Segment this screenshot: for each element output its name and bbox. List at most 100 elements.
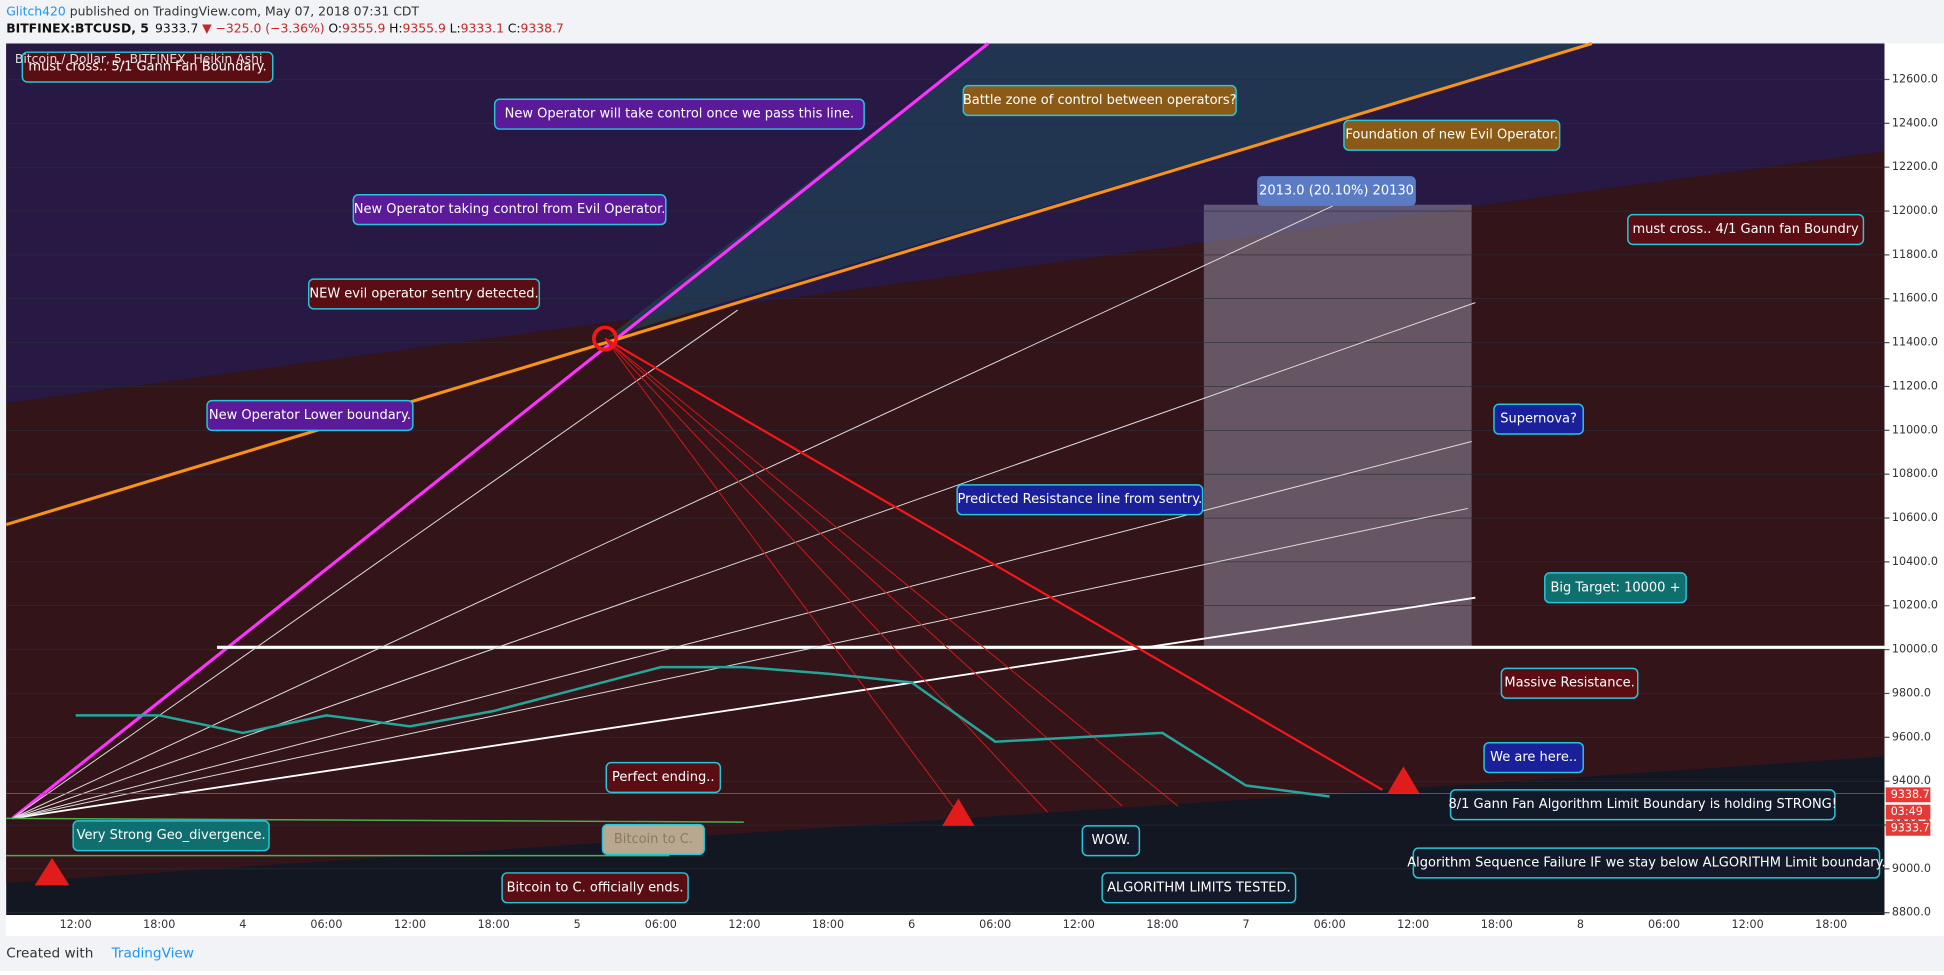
annotation-box bbox=[956, 484, 1204, 516]
y-tick-label: 11200.0 bbox=[1892, 379, 1938, 392]
y-tick-label: 10000.0 bbox=[1892, 643, 1938, 656]
x-tick-label: 6 bbox=[908, 918, 915, 931]
ohlc-label: O: bbox=[328, 20, 342, 35]
price-tag-box bbox=[1885, 820, 1931, 836]
annotation-box bbox=[1483, 742, 1584, 774]
annotation-box bbox=[1412, 847, 1881, 879]
annotation: New Operator Lower boundary. bbox=[209, 408, 411, 423]
x-tick-label: 12:00 bbox=[1732, 918, 1764, 931]
annotation: ALGORITHM LIMITS TESTED. bbox=[1107, 880, 1291, 895]
annotation-box bbox=[206, 399, 414, 432]
y-tick-label: 11600.0 bbox=[1892, 292, 1938, 305]
annotation-box bbox=[501, 872, 689, 904]
annotation-box bbox=[1343, 119, 1561, 151]
ohlc-label: C: bbox=[508, 20, 521, 35]
price-line bbox=[75, 665, 1330, 798]
annotation: Predicted Resistance line from sentry. bbox=[957, 492, 1202, 507]
annotation-box bbox=[21, 51, 274, 83]
time-axis bbox=[6, 915, 1885, 937]
y-tick-label: 11800.0 bbox=[1892, 248, 1938, 261]
x-tick-label: 06:00 bbox=[310, 918, 342, 931]
y-tick-label: 12200.0 bbox=[1892, 160, 1938, 173]
annotation: 2013.0 (20.10%) 20130 bbox=[1259, 184, 1414, 199]
price-tag-box bbox=[1885, 804, 1931, 820]
author[interactable]: Glitch420 bbox=[6, 3, 66, 18]
x-tick-label: 7 bbox=[1242, 918, 1249, 931]
y-tick-label: 10800.0 bbox=[1892, 467, 1938, 480]
annotation: New Operator taking control from Evil Op… bbox=[354, 202, 666, 217]
annotation-box bbox=[1449, 789, 1836, 821]
y-tick-label: 9000.0 bbox=[1892, 862, 1931, 875]
symbol: BITFINEX:BTCUSD, 5 bbox=[6, 20, 149, 35]
ohlc-value: 9333.1 bbox=[461, 20, 504, 35]
annotation: must cross.. 4/1 Gann fan Boundry bbox=[1632, 222, 1859, 237]
x-tick-label: 12:00 bbox=[60, 918, 92, 931]
annotation-box bbox=[493, 98, 865, 130]
y-tick-label: 12600.0 bbox=[1892, 72, 1938, 85]
y-tick-label: 9400.0 bbox=[1892, 774, 1931, 787]
x-tick-label: 18:00 bbox=[1815, 918, 1847, 931]
x-tick-label: 06:00 bbox=[979, 918, 1011, 931]
x-tick-label: 18:00 bbox=[812, 918, 844, 931]
annotation: Foundation of new Evil Operator. bbox=[1345, 128, 1558, 143]
annotation-box bbox=[601, 823, 705, 856]
y-tick-label: 10400.0 bbox=[1892, 555, 1938, 568]
x-tick-label: 12:00 bbox=[728, 918, 760, 931]
x-tick-label: 4 bbox=[239, 918, 246, 931]
x-tick-label: 06:00 bbox=[1648, 918, 1680, 931]
annotation-box bbox=[72, 820, 270, 852]
annotation: Battle zone of control between operators… bbox=[963, 93, 1237, 108]
y-tick-label: 11000.0 bbox=[1892, 423, 1938, 436]
annotation-box bbox=[307, 278, 541, 310]
annotation: Perfect ending.. bbox=[612, 770, 715, 785]
annotation: WOW. bbox=[1092, 833, 1131, 848]
annotation: Big Target: 10000 + bbox=[1550, 580, 1680, 595]
annotation: 8/1 Gann Fan Algorithm Limit Boundary is… bbox=[1448, 797, 1837, 812]
y-tick-label: 10200.0 bbox=[1892, 599, 1938, 612]
last-price: 9333.7 bbox=[155, 20, 198, 35]
x-tick-label: 5 bbox=[574, 918, 581, 931]
y-tick-label: 12400.0 bbox=[1892, 116, 1938, 129]
x-tick-label: 18:00 bbox=[143, 918, 175, 931]
annotation: NEW evil operator sentry detected. bbox=[309, 286, 538, 301]
annotation: Massive Resistance. bbox=[1504, 676, 1634, 691]
chart-title: Bitcoin / Dollar, 5, BITFINEX, Heikin As… bbox=[15, 51, 263, 66]
x-tick-label: 12:00 bbox=[1063, 918, 1095, 931]
ohlc-label: H: bbox=[389, 20, 402, 35]
annotation-box bbox=[1544, 572, 1687, 604]
change: ▼ −325.0 (−3.36%) bbox=[202, 20, 325, 35]
y-tick-label: 12000.0 bbox=[1892, 204, 1938, 217]
annotation-box bbox=[1493, 403, 1584, 435]
y-tick-label: 8800.0 bbox=[1892, 906, 1931, 919]
x-tick-label: 18:00 bbox=[1481, 918, 1513, 931]
x-tick-label: 06:00 bbox=[645, 918, 677, 931]
annotation-box bbox=[1627, 213, 1865, 246]
publish-line: Glitch420 published on TradingView.com, … bbox=[6, 3, 419, 18]
x-tick-label: 12:00 bbox=[1397, 918, 1429, 931]
price-tag: 03:49 bbox=[1891, 805, 1923, 818]
annotation: Very Strong Geo_divergence. bbox=[77, 828, 266, 843]
annotation: Bitcoin to C. bbox=[614, 832, 693, 847]
price-tag-box bbox=[1885, 787, 1931, 803]
annotation: New Operator will take control once we p… bbox=[505, 107, 854, 122]
x-tick-label: 18:00 bbox=[1146, 918, 1178, 931]
x-tick-label: 8 bbox=[1577, 918, 1584, 931]
ohlc-value: 9338.7 bbox=[521, 20, 564, 35]
y-tick-label: 11400.0 bbox=[1892, 336, 1938, 349]
annotation-box bbox=[1500, 667, 1639, 699]
x-tick-label: 12:00 bbox=[394, 918, 426, 931]
annotation: Bitcoin to C. officially ends. bbox=[507, 880, 684, 895]
annotation: must cross.. 5/1 Gann Fan Boundary. bbox=[28, 60, 266, 75]
ohlc-label: L: bbox=[450, 20, 461, 35]
fan-lines bbox=[5, 42, 1885, 886]
price-tag: 9338.7 bbox=[1891, 788, 1930, 801]
price-tag: 9333.7 bbox=[1891, 821, 1930, 834]
symbol-line: BITFINEX:BTCUSD, 5 9333.7 ▼ −325.0 (−3.36%… bbox=[6, 20, 564, 35]
ohlc-value: 9355.9 bbox=[403, 20, 446, 35]
ohlc-value: 9355.9 bbox=[342, 20, 385, 35]
footer-brand[interactable]: TradingView bbox=[111, 946, 194, 962]
annotation: Supernova? bbox=[1500, 412, 1577, 427]
y-tick-label: 9800.0 bbox=[1892, 686, 1931, 699]
